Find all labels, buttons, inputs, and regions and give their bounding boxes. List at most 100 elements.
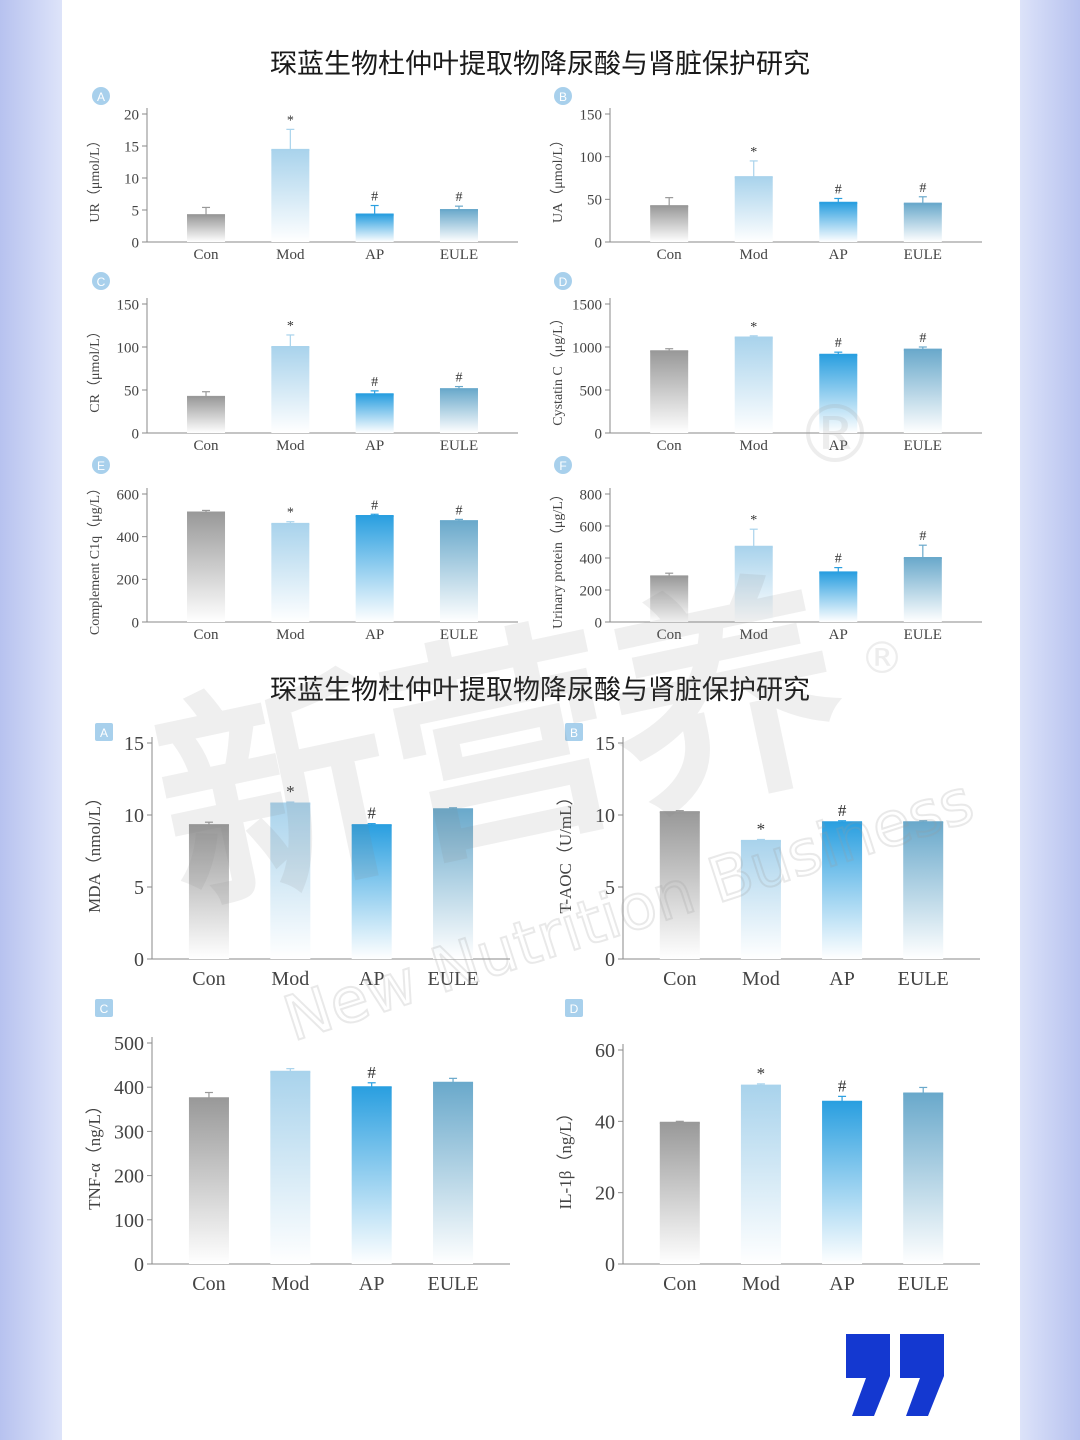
chart-4: D 0 500 1000 1500 Cystatin C（μg/L） Con * Mod # AP #… [550,272,982,454]
y-tick-label: 400 [117,530,140,546]
panel-badge-label: D [559,275,568,289]
top-figure-title: 琛蓝生物杜仲叶提取物降尿酸与肾脏保护研究 [270,49,810,80]
bar [270,803,311,959]
x-tick-label: Con [194,438,220,454]
bar [433,809,474,959]
x-tick-label: Mod [742,1273,780,1295]
y-tick-label: 400 [114,1077,144,1099]
x-tick-label: EULE [904,627,942,643]
y-axis-label: MDA（nmol/L） [85,789,104,913]
x-tick-label: Con [657,247,683,263]
panel-badge [95,999,113,1017]
bar [740,1085,781,1264]
y-tick-label: 5 [132,203,140,219]
y-tick-label: 10 [124,171,139,187]
y-tick-label: 0 [132,426,140,442]
bar [822,822,863,959]
x-tick-label: EULE [440,627,478,643]
x-tick-label: Mod [740,438,769,454]
panel-badge [92,272,110,290]
bar [439,210,478,242]
y-tick-label: 50 [587,193,602,209]
y-tick-label: 0 [132,235,140,251]
x-tick-label: AP [829,968,855,990]
bar [433,1082,474,1264]
x-tick-label: Con [194,247,220,263]
x-tick-label: Mod [740,627,769,643]
significance-mark: # [455,371,462,386]
significance-mark: * [757,819,766,838]
chart-1: A 0 5 10 15 20 UR（μmol/L） Con * Mod # AP # EULE [87,87,518,263]
y-tick-label: 300 [114,1121,144,1143]
significance-mark: * [750,513,757,528]
y-tick-label: 40 [595,1111,615,1133]
y-tick-label: 1500 [572,297,602,313]
x-tick-label: EULE [427,1273,478,1295]
x-tick-label: Con [194,627,220,643]
significance-mark: * [287,506,294,521]
panel-badge [565,999,583,1017]
significance-mark: # [371,375,378,390]
x-tick-label: Mod [742,968,780,990]
y-tick-label: 60 [595,1040,615,1062]
significance-mark: # [455,503,462,518]
quote-mark-icon [846,1334,944,1416]
x-tick-label: AP [829,1273,855,1295]
bar [188,1098,229,1264]
bar [819,354,858,433]
x-tick-label: Con [657,438,683,454]
bar [355,214,394,242]
bar [355,394,394,433]
x-tick-label: EULE [427,968,478,990]
significance-mark: # [367,804,376,823]
bar [270,1071,311,1264]
significance-mark: # [371,498,378,513]
x-tick-label: Con [663,1273,696,1295]
y-tick-label: 0 [605,1254,615,1276]
panel-badge [554,272,572,290]
significance-mark: # [835,182,842,197]
x-tick-label: AP [359,968,385,990]
y-tick-label: 10 [595,805,615,827]
bar [188,825,229,959]
x-tick-label: AP [365,438,384,454]
x-tick-label: AP [829,438,848,454]
significance-mark: # [919,529,926,544]
y-tick-label: 50 [124,383,139,399]
bar [271,149,310,242]
chart-9: C 0 100 200 300 400 500 TNF-α（ng/L） Con Mod # AP EUL… [85,999,510,1295]
bar [903,349,942,433]
x-tick-label: AP [829,247,848,263]
y-axis-label: Complement C1q（μg/L） [87,481,103,635]
y-axis-label: CR（μmol/L） [87,324,103,412]
bar [271,347,310,433]
y-tick-label: 0 [134,1254,144,1276]
chart-10: D 0 20 40 60 IL-1β（ng/L） Con * Mod # AP EULE [556,999,980,1295]
x-tick-label: Con [657,627,683,643]
bar [903,558,942,622]
y-tick-label: 0 [605,949,615,971]
bar [659,812,700,959]
x-tick-label: Con [192,968,225,990]
x-tick-label: Mod [271,968,309,990]
x-tick-label: AP [359,1273,385,1295]
panel-badge [92,456,110,474]
chart-5: E 0 200 400 600 Complement C1q（μg/L） Con * Mod # A… [87,456,518,643]
bar [439,389,478,433]
y-tick-label: 0 [595,426,603,442]
bar [271,523,310,622]
chart-6: F 0 200 400 600 800 Urinary protein（μg/L） Con * M… [550,456,982,643]
bar [903,822,944,959]
y-tick-label: 600 [117,487,140,503]
significance-mark: * [287,113,294,128]
x-tick-label: Mod [271,1273,309,1295]
y-tick-label: 0 [134,949,144,971]
y-tick-label: 400 [580,551,603,567]
y-tick-label: 800 [580,487,603,503]
y-tick-label: 5 [605,877,615,899]
y-tick-label: 500 [580,383,603,399]
y-tick-label: 0 [595,235,603,251]
y-axis-label: UR（μmol/L） [87,133,103,222]
x-tick-label: EULE [904,247,942,263]
